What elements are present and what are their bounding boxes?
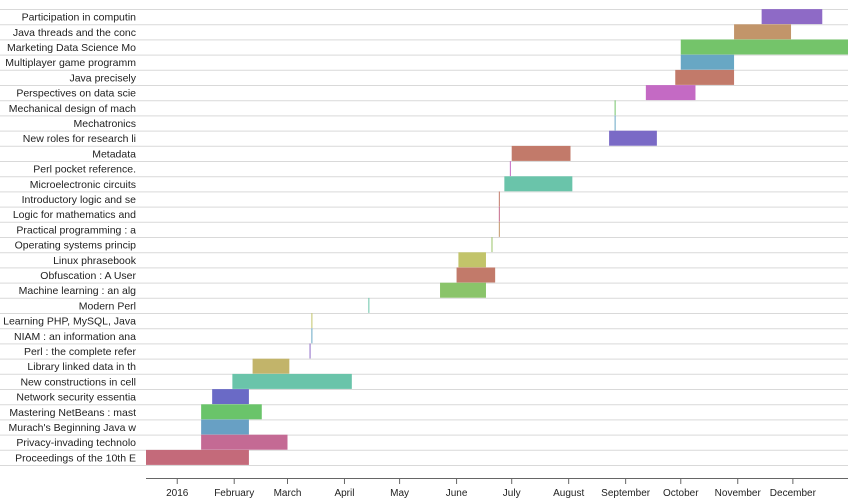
task-bar xyxy=(498,221,500,237)
task-bar xyxy=(458,252,486,268)
task-bar xyxy=(232,373,352,389)
task-label: Practical programming : a xyxy=(16,224,136,236)
x-axis: 2016 February March April May June July August S… xyxy=(146,478,848,499)
task-label: Introductory logic and se xyxy=(22,194,137,206)
task-bar xyxy=(309,343,311,359)
x-tick-label: 2016 xyxy=(166,488,189,499)
x-tick-label: February xyxy=(214,488,254,499)
task-bar xyxy=(146,449,249,465)
task-bars xyxy=(146,9,848,465)
task-label: Obfuscation : A User xyxy=(40,270,136,282)
task-label: New constructions in cell xyxy=(20,376,136,388)
task-label: Perspectives on data scie xyxy=(16,88,136,100)
task-bar xyxy=(680,39,848,55)
x-tick-label: August xyxy=(553,488,584,499)
task-bar xyxy=(456,267,496,283)
task-label: Metadata xyxy=(92,148,136,160)
task-bar xyxy=(201,434,288,450)
task-label: Network security essentia xyxy=(16,392,136,404)
task-bar xyxy=(614,100,616,116)
task-label: Library linked data in th xyxy=(27,361,136,373)
task-bar xyxy=(504,176,573,192)
task-label: Multiplayer game programm xyxy=(5,57,136,69)
task-bar xyxy=(440,282,486,298)
task-label: Mechanical design of mach xyxy=(9,103,136,115)
task-label: Machine learning : an alg xyxy=(19,285,136,297)
x-tick-label: June xyxy=(446,488,468,499)
task-bar xyxy=(680,54,735,70)
task-label: Java precisely xyxy=(69,72,136,84)
task-bar xyxy=(498,191,500,207)
task-label: Logic for mathematics and xyxy=(13,209,136,221)
task-bar xyxy=(498,206,500,222)
x-tick-label: March xyxy=(274,488,302,499)
task-bar xyxy=(311,313,313,329)
task-bar xyxy=(675,69,735,85)
x-tick-label: September xyxy=(601,488,651,499)
task-bar xyxy=(511,145,571,161)
task-label: Proceedings of the 10th E xyxy=(15,452,136,464)
task-bar xyxy=(201,404,262,420)
x-tick-label: October xyxy=(663,488,699,499)
task-label: Murach's Beginning Java w xyxy=(9,422,137,434)
x-tick-label: May xyxy=(390,488,409,499)
task-label: Privacy-invading technolo xyxy=(16,437,136,449)
x-tick-label: July xyxy=(503,488,521,499)
task-label: NIAM : an information ana xyxy=(14,331,136,343)
task-label: Perl pocket reference. xyxy=(33,164,136,176)
task-label: Linux phrasebook xyxy=(53,255,137,267)
task-label: Perl : the complete refer xyxy=(24,346,137,358)
task-label: Microelectronic circuits xyxy=(30,179,136,191)
task-bar xyxy=(252,358,290,374)
task-bar xyxy=(509,161,511,177)
task-bar xyxy=(645,85,696,101)
task-label: Mechatronics xyxy=(74,118,136,130)
task-bar xyxy=(212,389,249,405)
task-bar xyxy=(734,24,792,40)
x-tick-label: December xyxy=(770,488,817,499)
task-bar xyxy=(311,328,313,344)
task-bar xyxy=(614,115,616,131)
task-label: Mastering NetBeans : mast xyxy=(9,407,136,419)
task-bar xyxy=(609,130,657,146)
task-label: Java threads and the conc xyxy=(13,27,136,39)
task-labels: Participation in computin Java threads an… xyxy=(3,12,137,465)
task-bar xyxy=(491,237,493,253)
task-label: Marketing Data Science Mo xyxy=(7,42,136,54)
task-label: New roles for research li xyxy=(23,133,136,145)
task-bar xyxy=(201,419,249,435)
task-label: Operating systems princip xyxy=(15,240,137,252)
task-label: Modern Perl xyxy=(79,300,136,312)
x-tick-label: November xyxy=(715,488,762,499)
task-label: Participation in computin xyxy=(22,12,137,24)
x-tick-label: April xyxy=(334,488,354,499)
task-bar xyxy=(368,297,370,313)
grid-lines xyxy=(0,9,848,466)
task-label: Learning PHP, MySQL, Java xyxy=(3,316,136,328)
task-bar xyxy=(761,9,823,25)
